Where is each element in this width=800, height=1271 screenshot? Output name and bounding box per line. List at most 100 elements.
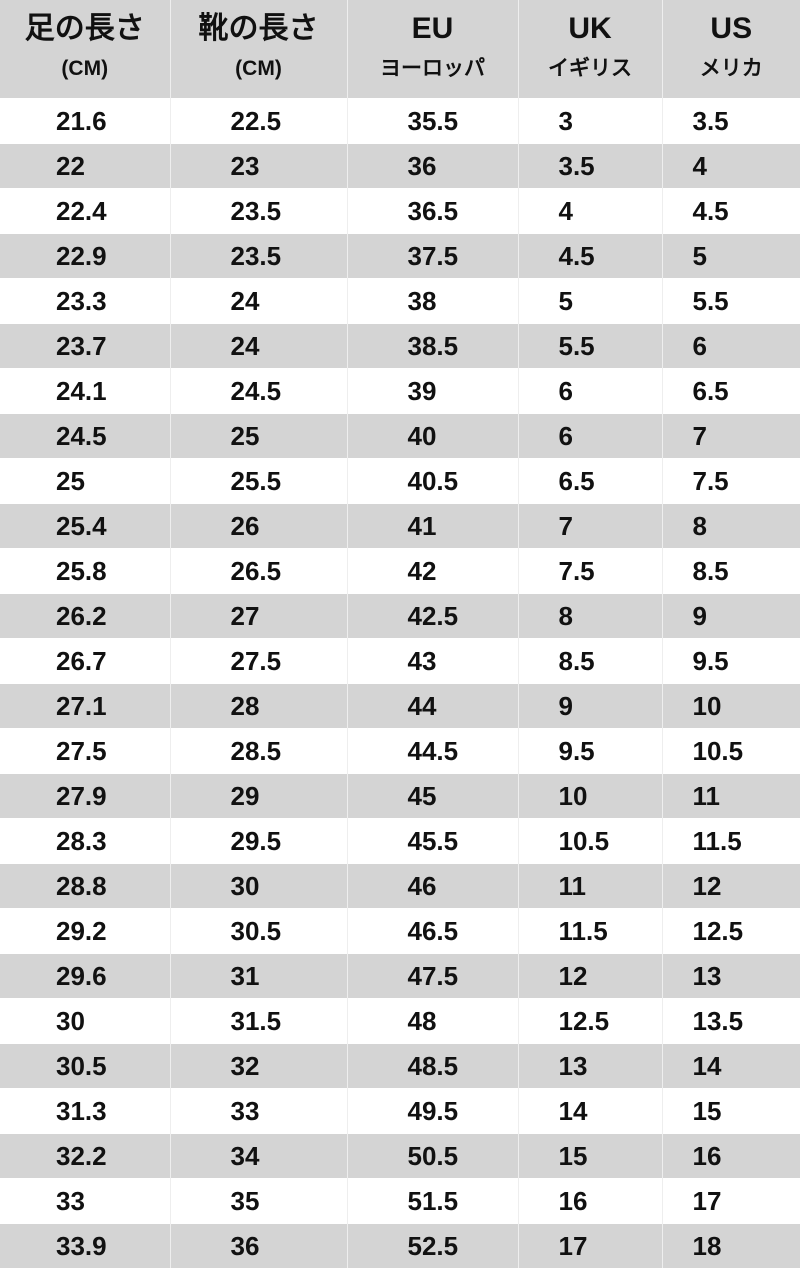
header-subtitle: メリカ [699,57,763,80]
cell-us: 12 [661,863,800,909]
cell-us: 5 [661,233,800,279]
cell-foot-length: 27.1 [0,683,170,729]
cell-us: 13.5 [661,998,800,1044]
table-row: 23.3 24 38 5 5.5 [0,278,800,324]
cell-uk: 7 [517,503,662,549]
cell-uk: 5.5 [517,323,662,369]
cell-eu: 35.5 [346,98,518,144]
cell-shoe-length: 28 [169,683,347,729]
header-title: EU [411,12,454,45]
cell-eu: 47.5 [346,953,518,999]
header-subtitle: ヨーロッパ [380,57,485,80]
cell-uk: 13 [517,1043,662,1089]
cell-uk: 8 [517,593,662,639]
table-row: 25.4 26 41 7 8 [0,503,800,549]
cell-shoe-length: 36 [169,1223,347,1268]
cell-uk: 6.5 [517,458,662,504]
cell-uk: 16 [517,1178,662,1224]
cell-uk: 14 [517,1088,662,1134]
table-row: 28.3 29.5 45.5 10.5 11.5 [0,818,800,864]
cell-uk: 5 [517,278,662,324]
table-row: 25.8 26.5 42 7.5 8.5 [0,548,800,594]
cell-uk: 4 [517,188,662,234]
cell-us: 7 [661,413,800,459]
cell-us: 6 [661,323,800,369]
cell-us: 7.5 [661,458,800,504]
cell-uk: 6 [517,413,662,459]
cell-shoe-length: 27 [169,593,347,639]
cell-shoe-length: 26 [169,503,347,549]
cell-foot-length: 23.3 [0,278,170,324]
cell-eu: 40 [346,413,518,459]
cell-us: 6.5 [661,368,800,414]
table-row: 24.5 25 40 6 7 [0,413,800,459]
cell-shoe-length: 23.5 [169,188,347,234]
cell-eu: 38.5 [346,323,518,369]
cell-eu: 48.5 [346,1043,518,1089]
header-title: US [710,12,753,45]
cell-us: 15 [661,1088,800,1134]
cell-us: 3.5 [661,98,800,144]
cell-shoe-length: 23 [169,143,347,189]
header-subtitle: (CM) [61,57,109,80]
header-row: 足の長さ (CM) 靴の長さ (CM) EU ヨーロッパ UK イギリス US メリカ [0,0,800,99]
header-title: 足の長さ [24,12,145,45]
header-uk: UK イギリス [517,0,662,99]
cell-shoe-length: 25.5 [169,458,347,504]
cell-us: 8 [661,503,800,549]
cell-shoe-length: 33 [169,1088,347,1134]
cell-eu: 50.5 [346,1133,518,1179]
cell-us: 5.5 [661,278,800,324]
cell-eu: 42.5 [346,593,518,639]
cell-eu: 41 [346,503,518,549]
cell-foot-length: 33 [0,1178,170,1224]
table-row: 21.6 22.5 35.5 3 3.5 [0,98,800,144]
cell-eu: 46.5 [346,908,518,954]
cell-foot-length: 27.5 [0,728,170,774]
table-row: 29.6 31 47.5 12 13 [0,953,800,999]
cell-eu: 40.5 [346,458,518,504]
cell-us: 10 [661,683,800,729]
header-shoe-length: 靴の長さ (CM) [169,0,347,99]
table-row: 33 35 51.5 16 17 [0,1178,800,1224]
table-row: 22.4 23.5 36.5 4 4.5 [0,188,800,234]
cell-uk: 9 [517,683,662,729]
table-row: 27.5 28.5 44.5 9.5 10.5 [0,728,800,774]
cell-eu: 45.5 [346,818,518,864]
cell-eu: 46 [346,863,518,909]
cell-eu: 44.5 [346,728,518,774]
cell-us: 4 [661,143,800,189]
cell-uk: 4.5 [517,233,662,279]
cell-shoe-length: 35 [169,1178,347,1224]
cell-uk: 11.5 [517,908,662,954]
cell-eu: 36 [346,143,518,189]
cell-us: 18 [661,1223,800,1268]
table-row: 27.9 29 45 10 11 [0,773,800,819]
cell-foot-length: 29.2 [0,908,170,954]
cell-foot-length: 27.9 [0,773,170,819]
cell-uk: 10 [517,773,662,819]
cell-foot-length: 22.4 [0,188,170,234]
cell-uk: 6 [517,368,662,414]
cell-uk: 17 [517,1223,662,1268]
cell-foot-length: 28.3 [0,818,170,864]
cell-shoe-length: 30 [169,863,347,909]
cell-eu: 52.5 [346,1223,518,1268]
cell-foot-length: 23.7 [0,323,170,369]
cell-uk: 8.5 [517,638,662,684]
cell-eu: 45 [346,773,518,819]
cell-uk: 15 [517,1133,662,1179]
cell-shoe-length: 24.5 [169,368,347,414]
header-eu: EU ヨーロッパ [346,0,518,99]
table-row: 33.9 36 52.5 17 18 [0,1223,800,1268]
table-row: 29.2 30.5 46.5 11.5 12.5 [0,908,800,954]
cell-shoe-length: 34 [169,1133,347,1179]
table-row: 26.2 27 42.5 8 9 [0,593,800,639]
cell-shoe-length: 31 [169,953,347,999]
cell-uk: 12.5 [517,998,662,1044]
table-row: 23.7 24 38.5 5.5 6 [0,323,800,369]
cell-uk: 3.5 [517,143,662,189]
cell-foot-length: 25 [0,458,170,504]
cell-foot-length: 32.2 [0,1133,170,1179]
